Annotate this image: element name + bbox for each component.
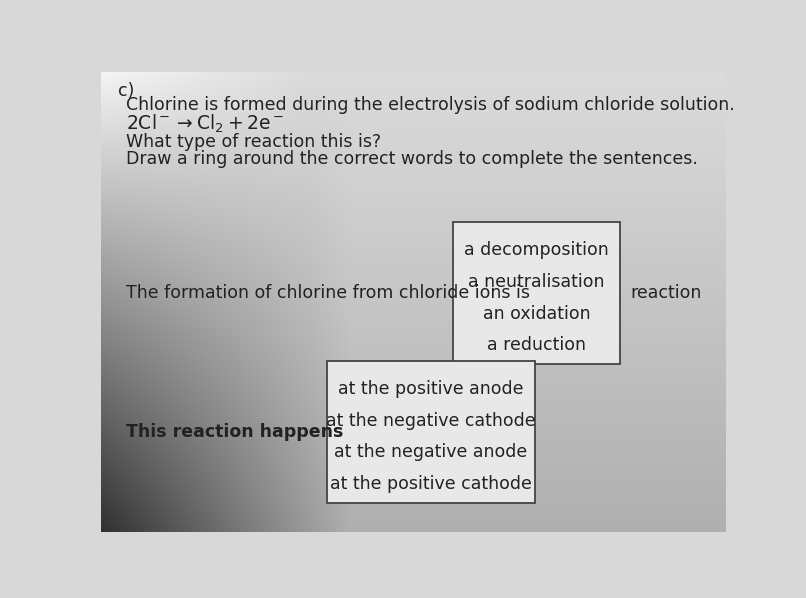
Text: $\mathregular{2Cl^-\rightarrow Cl_2+2e^-}$: $\mathregular{2Cl^-\rightarrow Cl_2+2e^-… [126,112,284,135]
Text: c): c) [118,82,134,100]
Text: at the negative anode: at the negative anode [334,443,527,461]
Text: a reduction: a reduction [487,336,586,355]
Text: at the positive anode: at the positive anode [339,380,524,398]
Text: a decomposition: a decomposition [464,242,609,260]
Text: at the positive cathode: at the positive cathode [330,475,532,493]
Text: This reaction happens: This reaction happens [126,423,343,441]
Text: a neutralisation: a neutralisation [468,273,605,291]
Text: The formation of chlorine from chloride ions is: The formation of chlorine from chloride … [126,284,530,302]
Text: at the negative cathode: at the negative cathode [326,411,536,429]
FancyBboxPatch shape [327,361,534,503]
FancyBboxPatch shape [453,222,620,364]
Text: What type of reaction this is?: What type of reaction this is? [126,133,380,151]
Text: an oxidation: an oxidation [483,305,591,323]
Text: reaction: reaction [631,284,702,302]
Text: Chlorine is formed during the electrolysis of sodium chloride solution.: Chlorine is formed during the electrolys… [126,96,734,114]
Text: Draw a ring around the correct words to complete the sentences.: Draw a ring around the correct words to … [126,150,697,167]
